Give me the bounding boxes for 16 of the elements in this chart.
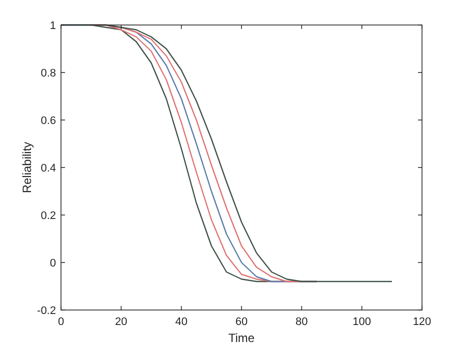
- y-tick-label: -0.2: [37, 305, 56, 317]
- x-tick-label: 60: [235, 316, 248, 328]
- y-tick-label: 1: [50, 20, 56, 32]
- x-tick-label: 120: [412, 316, 432, 328]
- y-tick-label: 0.8: [40, 68, 56, 80]
- x-axis-title: Time: [228, 331, 255, 345]
- x-tick-label: 20: [115, 316, 128, 328]
- y-tick-label: 0.4: [40, 162, 56, 174]
- y-tick-label: 0: [50, 258, 56, 270]
- y-axis-title: Reliability: [20, 142, 34, 194]
- x-tick-label: 100: [352, 316, 372, 328]
- y-tick-label: 0.2: [40, 210, 56, 222]
- x-tick-label: 80: [296, 316, 308, 328]
- x-tick-label: 0: [58, 316, 64, 328]
- y-tick-label: 0.6: [40, 115, 56, 127]
- x-tick-label: 40: [175, 316, 188, 328]
